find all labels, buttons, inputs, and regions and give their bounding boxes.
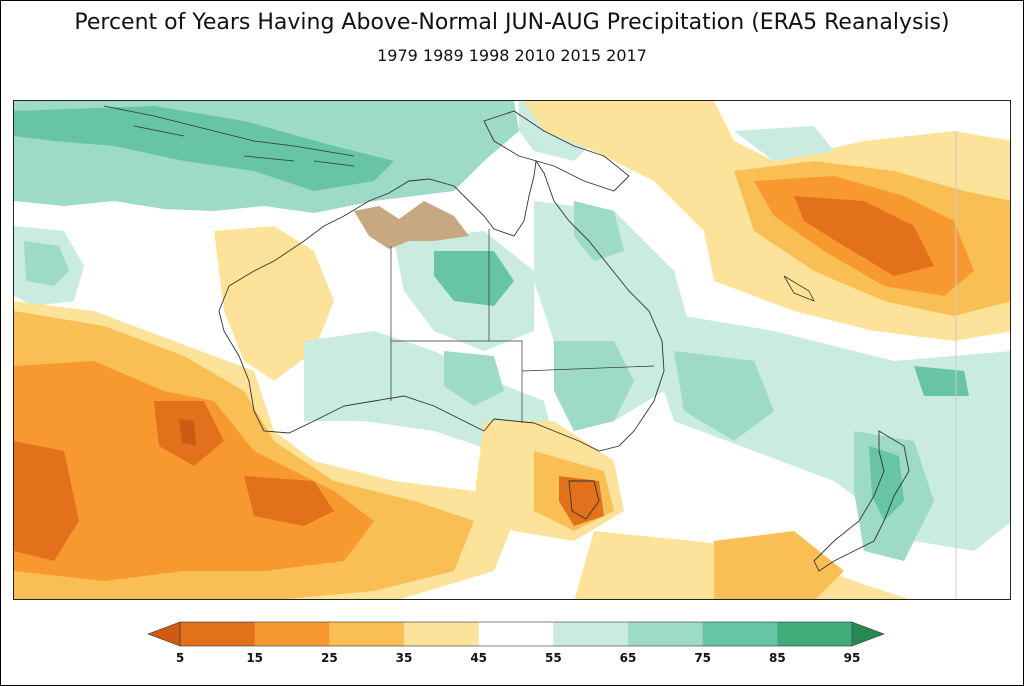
- new-caledonia-coastline: [783, 275, 815, 302]
- australia-coastline: [218, 159, 665, 452]
- tasmania-coastline: [568, 480, 600, 520]
- region-tas-dark-orange: [559, 476, 604, 526]
- colorbar-under-arrow: [147, 621, 181, 647]
- precipitation-map: [13, 100, 1011, 600]
- colorbar-tick-label: 95: [844, 651, 861, 665]
- colorbar-segment: [180, 622, 256, 646]
- colorbar-over-arrow: [851, 621, 885, 647]
- region-se-ocean-orange: [714, 531, 844, 599]
- map-subtitle: 1979 1989 1998 2010 2015 2017: [377, 46, 647, 65]
- colorbar-tick-label: 75: [694, 651, 711, 665]
- colorbar: 5 15 25 35 45 55 65 75 85 95: [146, 620, 886, 670]
- colorbar-tick-label: 65: [620, 651, 637, 665]
- region-tasman-green-mid: [674, 351, 774, 441]
- colorbar-segment: [702, 622, 778, 646]
- colorbar-tick-label: 55: [545, 651, 562, 665]
- colorbar-segment: [553, 622, 629, 646]
- region-se-green: [554, 341, 634, 431]
- region-qld-green-dark: [574, 201, 624, 261]
- colorbar-tick-label: 25: [321, 651, 338, 665]
- colorbar-segment: [628, 622, 704, 646]
- region-ne-dark-orange: [794, 196, 934, 276]
- colorbar-segment: [329, 622, 405, 646]
- colorbar-tick-label: 35: [396, 651, 413, 665]
- region-sw-darkest: [179, 419, 196, 446]
- colorbar-segment: [777, 622, 853, 646]
- region-sw-orange: [14, 361, 374, 581]
- colorbar-segment: [254, 622, 330, 646]
- region-nodata-brown: [354, 201, 469, 249]
- region-sw-dark-orange-1: [14, 441, 79, 561]
- colorbar-tick-label: 15: [246, 651, 263, 665]
- region-sw-dark-orange-3: [244, 476, 334, 526]
- region-ne-pale-green: [734, 126, 834, 161]
- colorbar-tick-label: 85: [769, 651, 786, 665]
- region-north-green-dark: [14, 106, 394, 191]
- region-nt-green-dark: [434, 251, 514, 306]
- colorbar-segment: [478, 622, 554, 646]
- colorbar-tick-label: 45: [470, 651, 487, 665]
- colorbar-tick-label: 5: [176, 651, 184, 665]
- region-central-green-dark: [444, 351, 504, 406]
- indonesia-islands: [103, 105, 355, 167]
- region-west-green-dark: [24, 241, 69, 286]
- new-zealand-coastline: [813, 430, 910, 572]
- colorbar-border: [179, 621, 853, 647]
- map-title: Percent of Years Having Above-Normal JUN…: [74, 10, 950, 35]
- state-borders: [390, 229, 655, 423]
- map-svg: [14, 101, 1010, 599]
- colorbar-segment: [404, 622, 480, 646]
- colorbar-svg: 5 15 25 35 45 55 65 75 85 95: [147, 621, 885, 665]
- new-guinea-coastline: [483, 110, 630, 192]
- region-east-green-dark: [914, 366, 969, 396]
- region-nz-green-dark: [869, 446, 904, 521]
